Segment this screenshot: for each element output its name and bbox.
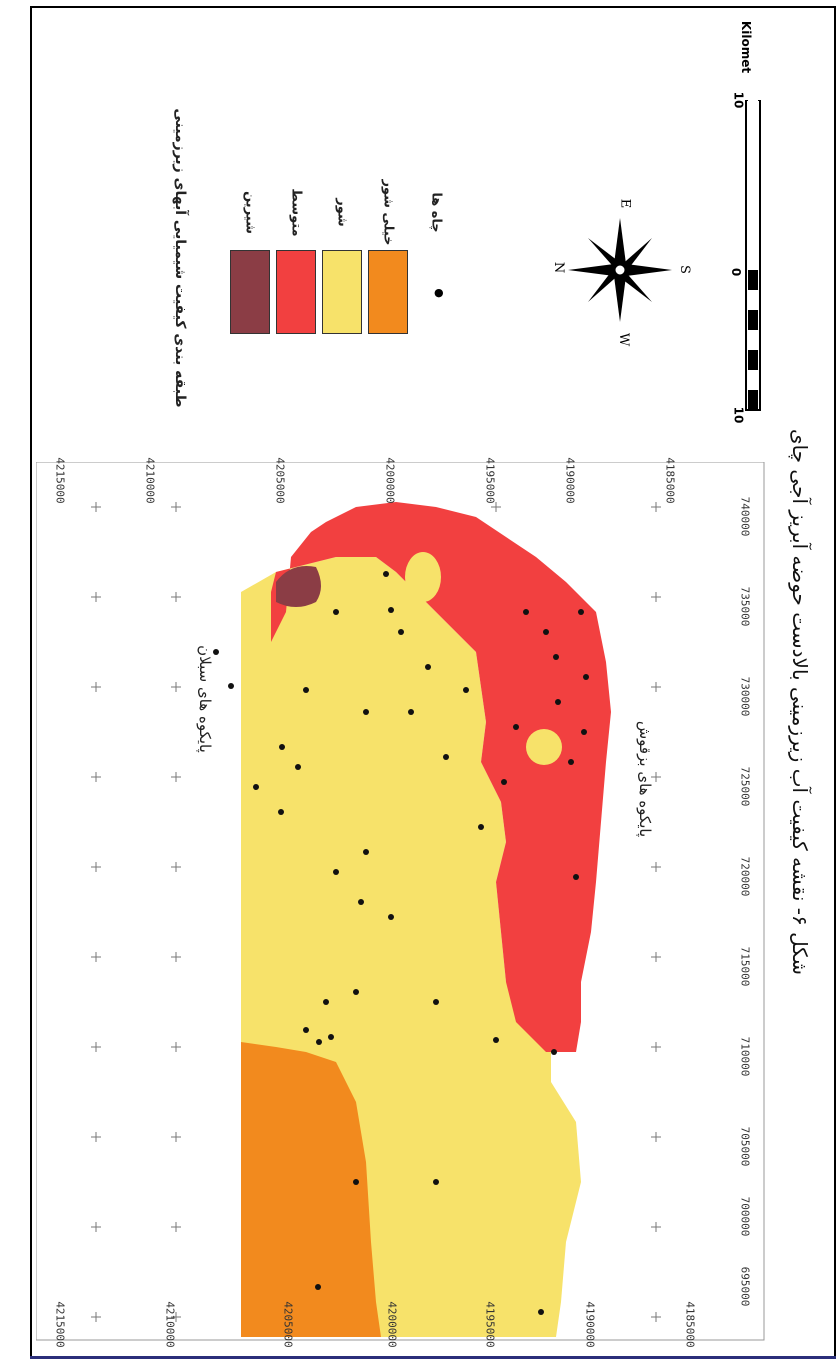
x-coord-label: 735000: [738, 586, 752, 627]
compass-w: W: [616, 332, 632, 347]
zone-saline-island-2: [401, 635, 461, 679]
place-label-sabalan: پایکوه های سبلان: [196, 645, 214, 753]
zone-medium: [271, 502, 611, 1052]
y-coord-label-bottom: 4205000: [281, 1301, 295, 1348]
legend-swatch-saline: [322, 250, 362, 334]
frame-bottom-rule: [30, 1356, 836, 1359]
wells: [213, 571, 589, 1315]
y-coord-label-bottom: 4215000: [53, 1301, 67, 1348]
legend-swatch-fresh: [230, 250, 270, 334]
x-coord-label: 695000: [738, 1266, 752, 1307]
map-panel: [36, 462, 765, 1341]
legend-label-medium: متوسط: [288, 188, 304, 237]
scale-bar: [745, 100, 761, 411]
y-coord-label: 4215000: [53, 457, 67, 504]
x-coord-label: 705000: [738, 1126, 752, 1167]
figure-caption: شکل ۶- نقشه کیفیت آب زیرزمینی بالادست حو…: [788, 428, 812, 976]
x-coord-label: 725000: [738, 766, 752, 807]
zone-fresh: [276, 566, 321, 607]
y-coord-label-bottom: 4185000: [683, 1301, 697, 1348]
legend-label-wells: چاه ها: [428, 192, 444, 233]
x-coord-label: 700000: [738, 1196, 752, 1237]
zone-saline-island-3: [526, 729, 562, 765]
zone-very-saline: [241, 1042, 381, 1337]
scale-tick-bottom: 10: [731, 406, 746, 424]
y-coord-label: 4210000: [143, 457, 157, 504]
y-coord-label: 4205000: [273, 457, 287, 504]
legend-title: طبقه بندی کیفیت شیمیایی آبهای زیرزمینی: [172, 108, 188, 408]
legend-label-very-saline: خیلی شور: [380, 179, 396, 246]
zone-saline-island-1: [405, 552, 441, 602]
well-symbol-icon: ●: [434, 286, 444, 299]
x-coord-label: 710000: [738, 1036, 752, 1077]
scale-tick-top: 10: [731, 91, 746, 109]
y-coord-label: 4195000: [483, 457, 497, 504]
north-arrow-icon: [568, 218, 672, 322]
compass-s: S: [676, 265, 692, 274]
y-coord-label-bottom: 4200000: [385, 1301, 399, 1348]
y-coord-label: 4200000: [383, 457, 397, 504]
legend-label-fresh: شیرین: [242, 191, 258, 234]
y-coord-label-bottom: 4210000: [163, 1301, 177, 1348]
legend-swatch-medium: [276, 250, 316, 334]
y-coord-label: 4185000: [663, 457, 677, 504]
x-coord-label: 730000: [738, 676, 752, 717]
legend-swatch-very-saline: [368, 250, 408, 334]
x-coord-label: 720000: [738, 856, 752, 897]
y-coord-label: 4190000: [563, 457, 577, 504]
scale-tick-middle: 0: [729, 267, 744, 277]
legend-label-saline: شور: [334, 198, 350, 227]
x-coord-label: 740000: [738, 496, 752, 537]
compass-n: N: [551, 261, 567, 274]
y-coord-label-bottom: 4190000: [583, 1301, 597, 1348]
x-coord-label: 715000: [738, 946, 752, 987]
place-label-bozqush: پایکوه های بزقوش: [636, 720, 654, 838]
scale-unit: Kilomet: [739, 20, 753, 74]
grid-crosses: [91, 502, 661, 1322]
compass-e: E: [617, 198, 633, 209]
y-coord-label-bottom: 4195000: [483, 1301, 497, 1348]
